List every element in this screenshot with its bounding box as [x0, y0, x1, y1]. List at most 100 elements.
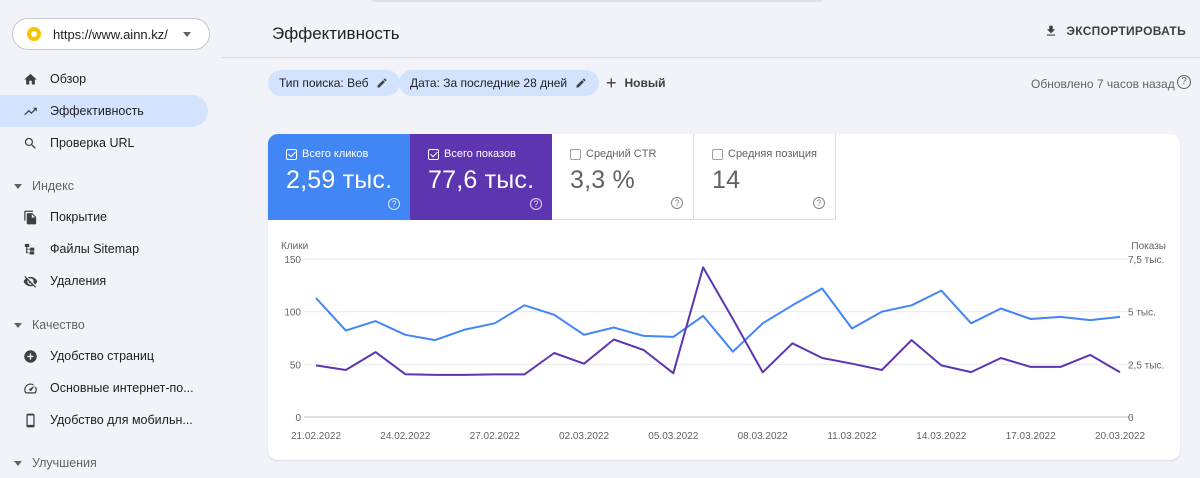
checkbox-checked-icon[interactable]	[286, 148, 297, 160]
sidebar-item-overview[interactable]: Обзор	[0, 63, 208, 95]
sidebar-item-mobile-usability[interactable]: Удобство для мобильн...	[0, 404, 208, 436]
sidebar-item-label: Удобство страниц	[50, 349, 155, 363]
filter-chip-search-type[interactable]: Тип поиска: Веб	[268, 70, 401, 96]
chevron-down-icon	[183, 32, 191, 37]
left-tick-label: 0	[295, 413, 301, 424]
help-icon[interactable]: ?	[388, 198, 400, 210]
metric-label: Всего показов	[444, 148, 516, 160]
sidebar-item-url-inspection[interactable]: Проверка URL	[0, 127, 208, 159]
left-tick-label: 100	[284, 308, 301, 319]
checkbox-unchecked-icon[interactable]	[712, 148, 723, 160]
phone-icon	[22, 412, 38, 428]
x-tick-label: 20.03.2022	[1095, 431, 1145, 442]
trending-icon	[22, 103, 38, 119]
new-filter-button[interactable]: + Новый	[606, 70, 666, 96]
metric-value: 2,59 тыс.	[286, 166, 393, 194]
plus-circle-icon	[22, 348, 38, 364]
speed-icon	[22, 380, 38, 396]
left-tick-label: 50	[290, 360, 302, 371]
filter-chip-date[interactable]: Дата: За последние 28 дней	[399, 70, 600, 96]
help-icon[interactable]: ?	[671, 197, 683, 209]
pencil-icon	[576, 78, 586, 88]
export-button[interactable]: ЭКСПОРТИРОВАТЬ	[1044, 24, 1186, 38]
section-quality[interactable]: Качество	[0, 313, 208, 337]
left-axis-label: Клики	[281, 241, 308, 252]
sidebar: https://www.ainn.kz/ Обзор Эффективность…	[0, 0, 222, 478]
eye-off-icon	[22, 273, 38, 289]
updated-status: Обновлено 7 часов назад	[1031, 77, 1175, 91]
metric-value: 14	[712, 166, 741, 194]
sidebar-item-label: Эффективность	[50, 104, 144, 118]
section-index[interactable]: Индекс	[0, 174, 208, 198]
chip-label: Тип поиска: Веб	[279, 76, 369, 90]
metric-value: 77,6 тыс.	[428, 166, 535, 194]
checkbox-checked-icon[interactable]	[428, 148, 439, 160]
download-icon	[1047, 25, 1056, 36]
series-line-clicks	[315, 287, 1121, 353]
pencil-icon	[377, 78, 387, 88]
sidebar-item-coverage[interactable]: Покрытие	[0, 201, 208, 233]
page-title: Эффективность	[272, 24, 400, 43]
right-tick-label: 0	[1128, 413, 1134, 424]
section-title: Качество	[32, 318, 85, 332]
x-tick-label: 14.03.2022	[916, 431, 966, 442]
home-icon	[22, 71, 38, 87]
caret-down-icon	[14, 183, 22, 189]
metric-label: Всего кликов	[302, 148, 369, 160]
x-tick-label: 17.03.2022	[1006, 431, 1056, 442]
site-logo-icon	[27, 27, 41, 41]
sidebar-item-label: Файлы Sitemap	[50, 242, 140, 256]
sidebar-item-label: Основные интернет-по...	[50, 381, 194, 395]
metric-label: Средняя позиция	[728, 148, 817, 160]
search-bar-edge[interactable]	[372, 0, 822, 2]
metric-label: Средний CTR	[586, 148, 657, 160]
right-tick-label: 2,5 тыс.	[1128, 360, 1164, 371]
x-tick-label: 27.02.2022	[470, 431, 520, 442]
metric-average-position[interactable]: Средняя позиция 14 ?	[694, 134, 836, 220]
metric-value: 3,3 %	[570, 166, 635, 194]
right-tick-label: 7,5 тыс.	[1128, 255, 1164, 266]
performance-card: Всего кликов 2,59 тыс. ? Всего показов 7…	[268, 134, 1180, 460]
section-title: Улучшения	[32, 456, 97, 470]
sidebar-item-removals[interactable]: Удаления	[0, 265, 208, 297]
left-tick-label: 150	[284, 255, 301, 266]
help-icon[interactable]: ?	[1177, 75, 1191, 89]
x-tick-label: 02.03.2022	[559, 431, 609, 442]
caret-down-icon	[14, 322, 22, 328]
sitemap-icon	[22, 241, 38, 257]
help-icon[interactable]: ?	[530, 198, 542, 210]
new-filter-label: Новый	[624, 76, 666, 90]
x-tick-label: 08.03.2022	[738, 431, 788, 442]
checkbox-unchecked-icon[interactable]	[570, 148, 581, 160]
sidebar-item-label: Удобство для мобильн...	[50, 413, 193, 427]
export-label: ЭКСПОРТИРОВАТЬ	[1066, 24, 1186, 38]
right-tick-label: 5 тыс.	[1128, 308, 1156, 319]
search-icon	[22, 135, 38, 151]
series-line-impressions	[315, 266, 1121, 376]
chip-label: Дата: За последние 28 дней	[410, 76, 568, 90]
sidebar-item-page-experience[interactable]: Удобство страниц	[0, 340, 208, 372]
sidebar-item-performance[interactable]: Эффективность	[0, 95, 208, 127]
caret-down-icon	[14, 460, 22, 466]
performance-chart[interactable]: Клики Показы 150 7,5 тыс. 100 5 тыс. 50 2,5 т…	[268, 134, 1180, 460]
right-axis-label: Показы	[1131, 241, 1166, 252]
metric-average-ctr[interactable]: Средний CTR 3,3 % ?	[552, 134, 694, 220]
section-title: Индекс	[32, 179, 74, 193]
sidebar-item-label: Покрытие	[50, 210, 108, 224]
metric-total-clicks[interactable]: Всего кликов 2,59 тыс. ?	[268, 134, 410, 220]
property-selector[interactable]: https://www.ainn.kz/	[12, 18, 210, 50]
property-url: https://www.ainn.kz/	[53, 26, 168, 42]
sidebar-item-sitemaps[interactable]: Файлы Sitemap	[0, 233, 208, 265]
section-enhancements[interactable]: Улучшения	[0, 451, 208, 475]
sidebar-item-core-web-vitals[interactable]: Основные интернет-по...	[0, 372, 208, 404]
x-tick-label: 21.02.2022	[291, 431, 341, 442]
help-icon[interactable]: ?	[813, 197, 825, 209]
x-tick-label: 24.02.2022	[380, 431, 430, 442]
x-tick-label: 11.03.2022	[827, 431, 877, 442]
metric-total-impressions[interactable]: Всего показов 77,6 тыс. ?	[410, 134, 552, 220]
sidebar-item-label: Удаления	[50, 274, 107, 288]
plus-icon: +	[606, 73, 617, 93]
file-copy-icon	[22, 209, 38, 225]
header-divider	[222, 57, 1200, 58]
sidebar-item-label: Обзор	[50, 72, 87, 86]
